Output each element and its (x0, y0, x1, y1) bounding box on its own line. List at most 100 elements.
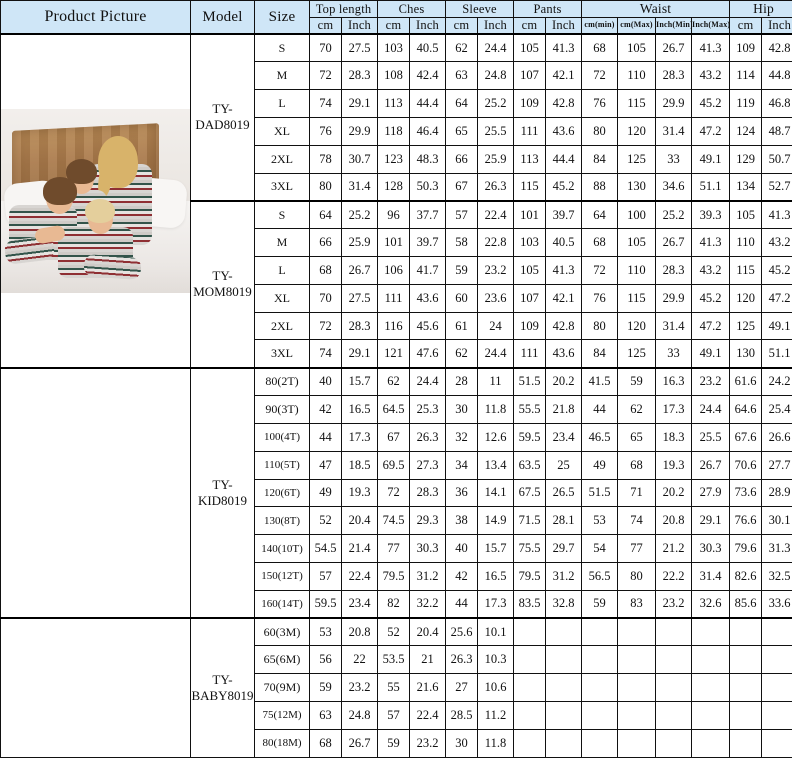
cell-waist-in-max (691, 673, 731, 702)
cell-sleeve-in: 10.3 (477, 645, 515, 675)
cell-top-in: 26.7 (340, 256, 379, 285)
cell-top-cm: 68 (309, 256, 342, 285)
cell-pants-in: 42.1 (545, 283, 583, 313)
cell-top-in: 25.9 (340, 228, 379, 257)
header-group-hip: Hip (729, 0, 792, 18)
cell-chest-cm: 67 (377, 422, 411, 452)
cell-sleeve-cm: 57 (445, 199, 479, 230)
cell-top-cm: 47 (309, 450, 342, 480)
cell-hip-cm: 79.6 (729, 534, 763, 563)
cell-pants-cm (513, 645, 547, 675)
cell-sleeve-cm: 62 (445, 33, 479, 63)
cell-pants-in (545, 645, 583, 675)
cell-waist-cm-max: 80 (617, 561, 657, 591)
cell-top-in: 20.4 (340, 506, 379, 536)
cell-sleeve-cm: 26.3 (445, 645, 479, 675)
cell-sleeve-in: 26.3 (477, 172, 515, 202)
cell-top-in: 21.4 (340, 534, 379, 563)
cell-waist-in-min: 20.8 (655, 506, 693, 536)
cell-top-cm: 72 (309, 61, 342, 91)
cell-hip-in: 48.7 (761, 116, 792, 146)
header-unit-top-inch: Inch (340, 17, 379, 35)
cell-pants-in: 42.8 (545, 311, 583, 341)
cell-hip-cm: 129 (729, 144, 763, 174)
cell-waist-in-min: 34.6 (655, 172, 693, 202)
cell-chest-in: 22.4 (409, 701, 447, 730)
header-unit-top-cm: cm (309, 17, 342, 35)
cell-hip-in: 25.4 (761, 395, 792, 424)
cell-chest-cm: 77 (377, 534, 411, 563)
cell-chest-in: 47.6 (409, 339, 447, 369)
cell-hip-in: 32.5 (761, 561, 792, 591)
cell-hip-in (761, 701, 792, 730)
cell-hip-cm (729, 645, 763, 675)
cell-chest-in: 46.4 (409, 116, 447, 146)
cell-waist-cm-max: 110 (617, 61, 657, 91)
cell-sleeve-in: 23.6 (477, 283, 515, 313)
cell-waist-in-min: 21.2 (655, 534, 693, 563)
cell-chest-in: 45.6 (409, 311, 447, 341)
size-cell: 110(5T) (254, 450, 310, 480)
header-row-groups: Product Picture Model Size Top length Ch… (0, 0, 792, 35)
size-cell: 2XL (254, 311, 310, 341)
cell-waist-in-max: 43.2 (691, 61, 731, 91)
header-group-top-length: Top length (308, 0, 379, 18)
table-row: 2XL 72 28.3 116 45.6 61 24 109 42.8 80 120 31.4 47.2… (1, 311, 792, 341)
cell-sleeve-in: 24.8 (477, 61, 515, 91)
cell-waist-in-max: 32.6 (691, 589, 731, 619)
cell-pants-cm: 105 (513, 256, 547, 285)
cell-hip-in: 33.6 (761, 589, 792, 619)
cell-pants-in: 26.5 (545, 478, 583, 508)
cell-waist-in-min (655, 728, 693, 758)
header-unit-waist-cm-min: cm(min) (581, 17, 619, 35)
model-cell: TY-DAD8019 (190, 33, 255, 202)
cell-waist-in-min: 31.4 (655, 116, 693, 146)
size-cell: 130(8T) (254, 506, 310, 536)
cell-hip-cm: 64.6 (729, 395, 763, 424)
cell-chest-in: 40.5 (409, 33, 447, 63)
cell-sleeve-cm: 61 (445, 311, 479, 341)
size-cell: 2XL (254, 144, 310, 174)
cell-top-cm: 74 (309, 339, 342, 369)
cell-sleeve-cm: 62 (445, 339, 479, 369)
cell-hip-in: 44.8 (761, 61, 792, 91)
cell-hip-cm: 82.6 (729, 561, 763, 591)
cell-sleeve-in: 24.4 (477, 339, 515, 369)
cell-waist-cm-max (617, 617, 657, 647)
cell-pants-cm: 111 (513, 339, 547, 369)
cell-pants-cm: 59.5 (513, 422, 547, 452)
cell-pants-in (545, 673, 583, 702)
cell-waist-in-min: 17.3 (655, 395, 693, 424)
cell-waist-cm-min: 84 (581, 144, 619, 174)
cell-waist-in-max: 27.9 (691, 478, 731, 508)
cell-waist-cm-max: 62 (617, 395, 657, 424)
header-unit-hip-cm: cm (729, 17, 763, 35)
size-cell: M (254, 61, 310, 91)
cell-top-in: 18.5 (340, 450, 379, 480)
cell-top-cm: 53 (309, 617, 342, 647)
cell-hip-cm: 70.6 (729, 450, 763, 480)
header-unit-chest-inch: Inch (409, 17, 447, 35)
cell-sleeve-in: 10.6 (477, 673, 515, 702)
cell-chest-cm: 74.5 (377, 506, 411, 536)
cell-top-cm: 54.5 (309, 534, 342, 563)
size-cell: M (254, 228, 310, 257)
cell-chest-cm: 69.5 (377, 450, 411, 480)
cell-top-cm: 64 (309, 199, 342, 230)
cell-pants-in: 31.2 (545, 561, 583, 591)
cell-hip-in (761, 673, 792, 702)
cell-waist-cm-max: 105 (617, 33, 657, 63)
cell-waist-in-max: 45.2 (691, 283, 731, 313)
cell-pants-cm: 101 (513, 199, 547, 230)
cell-sleeve-cm: 40 (445, 534, 479, 563)
size-cell: 80(18M) (254, 728, 310, 758)
header-unit-pants-cm: cm (513, 17, 547, 35)
cell-top-in: 27.5 (340, 33, 379, 63)
size-cell: 90(3T) (254, 395, 310, 424)
size-cell: 80(2T) (254, 366, 310, 397)
cell-waist-cm-max: 83 (617, 589, 657, 619)
cell-top-cm: 78 (309, 144, 342, 174)
cell-sleeve-in: 25.2 (477, 89, 515, 118)
cell-chest-cm: 108 (377, 61, 411, 91)
